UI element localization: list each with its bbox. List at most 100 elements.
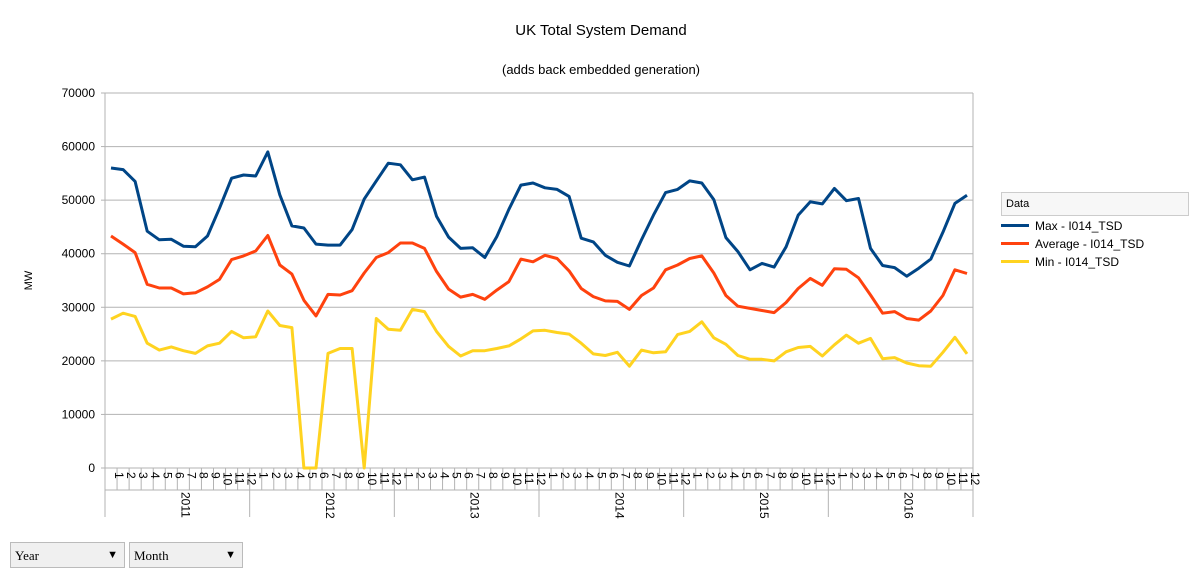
y-tick-label: 30000 [62, 300, 96, 314]
x-tick-label-month: 6 [462, 472, 476, 479]
x-tick-label-month: 3 [715, 472, 729, 479]
x-tick-label-month: 1 [401, 472, 415, 479]
x-tick-label-month: 12 [534, 472, 548, 486]
x-tick-label-year: 2012 [323, 492, 337, 519]
x-tick-label-month: 4 [582, 472, 596, 479]
x-tick-label-month: 12 [823, 472, 837, 486]
x-tick-label-month: 9 [353, 472, 367, 479]
x-tick-label-month: 2 [703, 472, 717, 479]
y-tick-label: 40000 [62, 247, 96, 261]
x-tick-label-month: 7 [763, 472, 777, 479]
y-tick-label: 50000 [62, 193, 96, 207]
x-tick-label-month: 10 [655, 472, 669, 486]
x-tick-label-month: 8 [920, 472, 934, 479]
series-line-max [110, 150, 968, 278]
x-tick-label-month: 7 [618, 472, 632, 479]
x-tick-label-year: 2016 [902, 492, 916, 519]
legend-label: Max - I014_TSD [1035, 218, 1123, 233]
x-tick-label-month: 10 [365, 472, 379, 486]
x-tick-label-month: 7 [474, 472, 488, 479]
x-tick-label-month: 4 [872, 472, 886, 479]
legend-title[interactable]: Data [1001, 192, 1189, 216]
legend-item-average: Average - I014_TSD [1001, 235, 1189, 252]
chevron-down-icon: ▼ [225, 549, 236, 561]
x-tick-label-month: 11 [522, 472, 536, 485]
legend-swatch [1001, 242, 1029, 245]
x-tick-label-month: 5 [160, 472, 174, 479]
x-tick-label-year: 2014 [612, 492, 626, 519]
x-tick-label-month: 7 [908, 472, 922, 479]
x-tick-label-month: 8 [196, 472, 210, 479]
x-tick-label-month: 11 [956, 472, 970, 485]
x-tick-label-month: 6 [317, 472, 331, 479]
legend-swatch [1001, 224, 1029, 227]
x-tick-label-month: 6 [896, 472, 910, 479]
x-tick-label-month: 8 [775, 472, 789, 479]
x-tick-label-month: 1 [691, 472, 705, 479]
x-tick-label-month: 12 [245, 472, 259, 486]
x-tick-label-year: 2013 [468, 492, 482, 519]
y-tick-label: 10000 [62, 407, 96, 421]
x-tick-label-month: 6 [606, 472, 620, 479]
x-tick-label-month: 5 [305, 472, 319, 479]
x-tick-label-month: 2 [269, 472, 283, 479]
y-tick-label: 20000 [62, 354, 96, 368]
x-tick-label-month: 6 [172, 472, 186, 479]
x-tick-label-month: 10 [799, 472, 813, 486]
x-tick-label-month: 5 [594, 472, 608, 479]
x-tick-label-month: 1 [835, 472, 849, 479]
x-tick-label-month: 2 [558, 472, 572, 479]
x-tick-label-month: 3 [859, 472, 873, 479]
x-tick-label-month: 4 [293, 472, 307, 479]
x-tick-label-month: 8 [341, 472, 355, 479]
x-tick-label-month: 5 [450, 472, 464, 479]
x-tick-label-month: 12 [389, 472, 403, 486]
x-tick-label-month: 4 [438, 472, 452, 479]
x-tick-label-month: 11 [233, 472, 247, 485]
x-tick-label-month: 9 [498, 472, 512, 479]
y-axis-label: MW [23, 270, 35, 290]
x-tick-label-month: 4 [727, 472, 741, 479]
x-tick-label-month: 12 [679, 472, 693, 486]
x-tick-label-month: 10 [510, 472, 524, 486]
chart-title: UK Total System Demand [515, 22, 687, 39]
legend-item-max: Max - I014_TSD [1001, 217, 1189, 234]
x-tick-label-month: 2 [124, 472, 138, 479]
x-tick-label-month: 3 [570, 472, 584, 479]
x-tick-label-month: 2 [847, 472, 861, 479]
x-tick-label-month: 3 [281, 472, 295, 479]
legend-item-min: Min - I014_TSD [1001, 253, 1189, 270]
legend: Data Max - I014_TSD Average - I014_TSD M… [1001, 192, 1189, 270]
year-field-label: Year [15, 548, 39, 563]
x-tick-label-month: 2 [413, 472, 427, 479]
x-tick-label-month: 7 [329, 472, 343, 479]
x-tick-label-month: 11 [811, 472, 825, 485]
x-tick-label-month: 11 [377, 472, 391, 485]
month-field-dropdown[interactable]: Month ▼ [129, 542, 243, 568]
x-tick-label-month: 11 [667, 472, 681, 485]
x-tick-label-month: 12 [968, 472, 982, 486]
x-tick-label-month: 9 [208, 472, 222, 479]
x-tick-label-month: 1 [546, 472, 560, 479]
x-tick-label-year: 2011 [178, 492, 192, 518]
x-tick-label-month: 3 [425, 472, 439, 479]
x-tick-label-month: 9 [642, 472, 656, 479]
legend-label: Min - I014_TSD [1035, 254, 1120, 269]
x-tick-label-month: 8 [486, 472, 500, 479]
x-tick-label-month: 10 [944, 472, 958, 486]
x-tick-label-month: 4 [148, 472, 162, 479]
x-tick-label-month: 5 [884, 472, 898, 479]
chevron-down-icon: ▼ [107, 549, 118, 561]
x-tick-label-month: 5 [739, 472, 753, 479]
legend-label: Average - I014_TSD [1035, 236, 1145, 251]
x-tick-label-year: 2015 [757, 492, 771, 519]
y-tick-label: 60000 [62, 140, 96, 154]
x-tick-label-month: 6 [751, 472, 765, 479]
series-line-average [110, 234, 968, 322]
x-tick-label-month: 8 [630, 472, 644, 479]
year-field-dropdown[interactable]: Year ▼ [10, 542, 125, 568]
chart-subtitle: (adds back embedded generation) [501, 62, 701, 77]
x-tick-label-month: 7 [184, 472, 198, 479]
